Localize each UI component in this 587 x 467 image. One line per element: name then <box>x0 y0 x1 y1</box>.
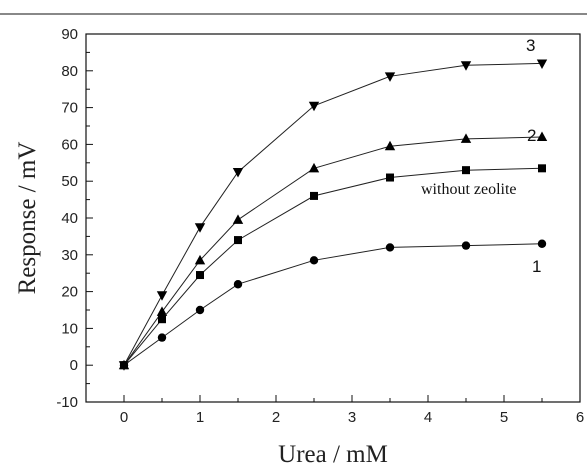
y-axis-title: Response / mV <box>14 142 41 295</box>
data-point <box>196 271 204 280</box>
data-point <box>308 162 320 173</box>
x-tick-label: 3 <box>348 409 356 426</box>
x-axis-title: Urea / mM <box>278 441 388 467</box>
data-point <box>309 256 319 265</box>
series-line <box>123 136 543 366</box>
x-tick-label: 6 <box>576 409 584 426</box>
data-point <box>310 191 318 200</box>
data-point <box>385 243 395 252</box>
data-point <box>461 241 471 250</box>
series-label-1: 1 <box>532 257 541 276</box>
data-point <box>119 361 129 370</box>
series-1 <box>119 239 547 370</box>
y-tick-label: -10 <box>56 394 78 411</box>
x-tick-label: 1 <box>196 409 204 426</box>
series-line <box>123 167 543 366</box>
plot-frame <box>85 33 581 403</box>
data-point <box>537 239 547 248</box>
data-point <box>194 223 206 233</box>
data-point <box>460 61 472 71</box>
data-point <box>384 72 396 82</box>
data-point <box>232 214 244 224</box>
x-tick-label: 0 <box>120 409 128 426</box>
data-point <box>156 291 168 301</box>
data-point <box>536 131 548 142</box>
data-point <box>308 101 320 112</box>
y-tick-label: 80 <box>61 63 78 80</box>
series-label-2: 2 <box>527 126 536 145</box>
series-line <box>123 243 543 366</box>
data-point <box>157 333 167 342</box>
y-tick-label: 20 <box>61 284 78 301</box>
y-tick-label: 50 <box>61 173 78 190</box>
data-point <box>233 280 243 289</box>
series-3 <box>118 59 548 371</box>
y-tick-label: 0 <box>70 357 78 374</box>
y-tick-label: 70 <box>61 100 78 117</box>
data-point <box>232 168 244 178</box>
y-tick-label: 40 <box>61 210 78 227</box>
x-tick-label: 5 <box>500 409 508 426</box>
y-tick-label: 90 <box>61 26 78 43</box>
series-label-without-zeolite: without zeolite <box>421 181 517 198</box>
y-tick-label: 60 <box>61 136 78 153</box>
data-point <box>234 236 242 245</box>
y-tick-label: 30 <box>61 247 78 264</box>
data-point <box>194 254 206 265</box>
data-point <box>158 315 166 324</box>
data-point <box>538 164 546 173</box>
data-point <box>384 140 396 151</box>
data-point <box>536 59 548 69</box>
data-point <box>460 133 472 143</box>
series-2 <box>118 131 548 370</box>
y-tick-label: 10 <box>61 320 78 337</box>
series-line <box>123 62 543 366</box>
data-point <box>386 173 394 182</box>
series-layer <box>118 59 548 371</box>
x-axis: 0 1 2 3 4 5 6 <box>85 395 584 426</box>
data-point <box>195 305 205 315</box>
y-axis: -10 0 10 20 30 40 50 60 70 80 90 <box>56 26 93 411</box>
x-tick-label: 2 <box>272 409 280 426</box>
x-tick-label: 4 <box>424 409 432 426</box>
data-point <box>156 306 168 316</box>
data-point <box>462 166 470 175</box>
series-label-3: 3 <box>526 36 535 55</box>
